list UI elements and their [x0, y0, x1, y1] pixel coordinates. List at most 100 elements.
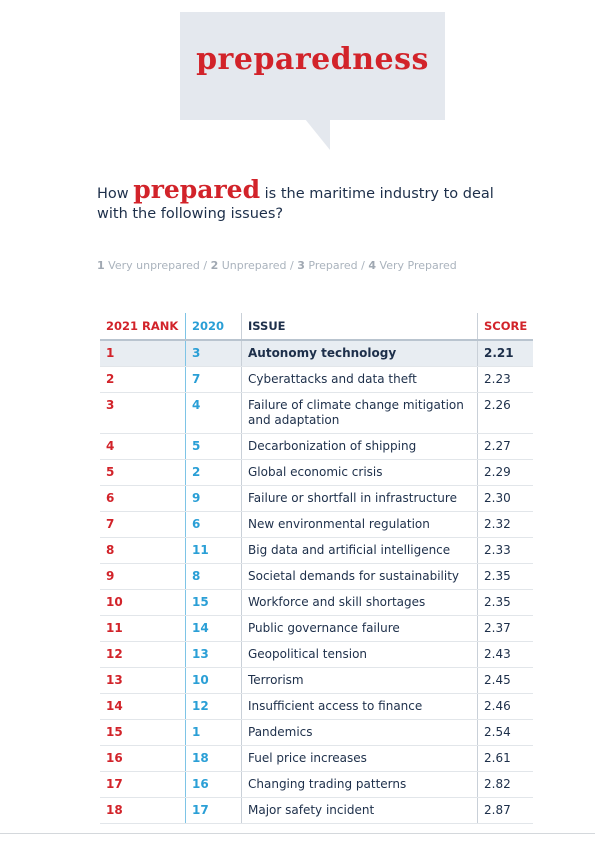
- header-row: 2021 RANK 2020 ISSUE SCORE: [100, 313, 534, 341]
- scale-label: Very unprepared: [108, 259, 200, 272]
- score: 2.43: [477, 641, 534, 668]
- column-header: SCORE: [477, 313, 534, 341]
- ranking-table: 2021 RANK 2020 ISSUE SCORE 1 3 Autonomy techno…: [100, 313, 534, 824]
- rank-2021: 16: [100, 745, 186, 772]
- table-row: 16 18 Fuel price increases 2.61: [100, 745, 534, 772]
- rank-2020: 12: [185, 693, 242, 720]
- score: 2.23: [477, 366, 534, 393]
- score: 2.30: [477, 485, 534, 512]
- scale-separator: /: [361, 259, 365, 272]
- rank-2020: 16: [185, 771, 242, 798]
- rank-2020: 14: [185, 615, 242, 642]
- scale-label: Prepared: [308, 259, 358, 272]
- table-row: 18 17 Major safety incident 2.87: [100, 797, 534, 824]
- table-row: 14 12 Insufficient access to finance 2.46: [100, 693, 534, 720]
- table-row: 5 2 Global economic crisis 2.29: [100, 459, 534, 486]
- table-row: 3 4 Failure of climate change mitigation a…: [100, 392, 534, 434]
- rank-2021: 9: [100, 563, 186, 590]
- rank-2020: 17: [185, 797, 242, 824]
- question-rest: is the maritime industry to deal with th…: [97, 186, 494, 222]
- rank-2020: 10: [185, 667, 242, 694]
- scale-label: Very Prepared: [379, 259, 457, 272]
- issue: Decarbonization of shipping: [241, 433, 478, 460]
- scale-separator: /: [290, 259, 294, 272]
- score: 2.33: [477, 537, 534, 564]
- rank-2020: 3: [185, 340, 242, 367]
- issue: Public governance failure: [241, 615, 478, 642]
- question-start: How: [97, 186, 129, 202]
- issue: New environmental regulation: [241, 511, 478, 538]
- title: preparedness: [196, 42, 429, 77]
- table-row: 15 1 Pandemics 2.54: [100, 719, 534, 746]
- issue: Societal demands for sustainability: [241, 563, 478, 590]
- score: 2.26: [477, 392, 534, 434]
- score: 2.32: [477, 511, 534, 538]
- rank-2020: 11: [185, 537, 242, 564]
- issue: Fuel price increases: [241, 745, 478, 772]
- rank-2020: 15: [185, 589, 242, 616]
- column-header: 2021 RANK: [100, 313, 186, 341]
- scale-number: 3: [297, 259, 305, 272]
- rank-2021: 15: [100, 719, 186, 746]
- score: 2.35: [477, 589, 534, 616]
- scale-separator: /: [203, 259, 208, 272]
- issue: Global economic crisis: [241, 459, 478, 486]
- score: 2.61: [477, 745, 534, 772]
- rank-2020: 13: [185, 641, 242, 668]
- issue: Cyberattacks and data theft: [241, 366, 478, 393]
- score: 2.37: [477, 615, 534, 642]
- rank-2020: 2: [185, 459, 242, 486]
- table-row: 7 6 New environmental regulation 2.32: [100, 511, 534, 538]
- score: 2.35: [477, 563, 534, 590]
- rank-2021: 7: [100, 511, 186, 538]
- table-row: 10 15 Workforce and skill shortages 2.35: [100, 589, 534, 616]
- table-row: 8 11 Big data and artificial intelligence 2…: [100, 537, 534, 564]
- score: 2.82: [477, 771, 534, 798]
- bottom-rule: [0, 833, 595, 834]
- issue: Insufficient access to finance: [241, 693, 478, 720]
- issue: Terrorism: [241, 667, 478, 694]
- score: 2.27: [477, 433, 534, 460]
- score: 2.21: [477, 340, 534, 367]
- rank-2020: 1: [185, 719, 242, 746]
- table-row: 12 13 Geopolitical tension 2.43: [100, 641, 534, 668]
- issue: Autonomy technology: [241, 340, 478, 367]
- bubble-tail: [305, 119, 330, 150]
- issue: Changing trading patterns: [241, 771, 478, 798]
- score: 2.87: [477, 797, 534, 824]
- table-row: 11 14 Public governance failure 2.37: [100, 615, 534, 642]
- rank-2021: 11: [100, 615, 186, 642]
- table-row: 4 5 Decarbonization of shipping 2.27: [100, 433, 534, 460]
- question-emphasis: prepared: [133, 175, 261, 204]
- table-row: 9 8 Societal demands for sustainability 2.3…: [100, 563, 534, 590]
- score: 2.54: [477, 719, 534, 746]
- rank-2020: 5: [185, 433, 242, 460]
- issue: Workforce and skill shortages: [241, 589, 478, 616]
- rank-2021: 4: [100, 433, 186, 460]
- issue: Failure of climate change mitigation and…: [241, 392, 478, 434]
- score: 2.29: [477, 459, 534, 486]
- issue: Big data and artificial intelligence: [241, 537, 478, 564]
- rank-2020: 4: [185, 392, 242, 434]
- rank-2021: 2: [100, 366, 186, 393]
- table-row: 13 10 Terrorism 2.45: [100, 667, 534, 694]
- rank-2021: 13: [100, 667, 186, 694]
- rank-2021: 8: [100, 537, 186, 564]
- table-row: 1 3 Autonomy technology 2.21: [100, 340, 534, 367]
- rank-2021: 5: [100, 459, 186, 486]
- scale-label: Unprepared: [221, 259, 287, 272]
- issue: Major safety incident: [241, 797, 478, 824]
- rank-2021: 6: [100, 485, 186, 512]
- rank-2020: 7: [185, 366, 242, 393]
- score: 2.46: [477, 693, 534, 720]
- rank-2021: 1: [100, 340, 186, 367]
- rank-2021: 3: [100, 392, 186, 434]
- rank-2021: 12: [100, 641, 186, 668]
- table-row: 17 16 Changing trading patterns 2.82: [100, 771, 534, 798]
- rank-2020: 6: [185, 511, 242, 538]
- column-header: 2020: [185, 313, 242, 341]
- scale-number: 4: [368, 259, 377, 272]
- scale-number: 1: [97, 259, 105, 272]
